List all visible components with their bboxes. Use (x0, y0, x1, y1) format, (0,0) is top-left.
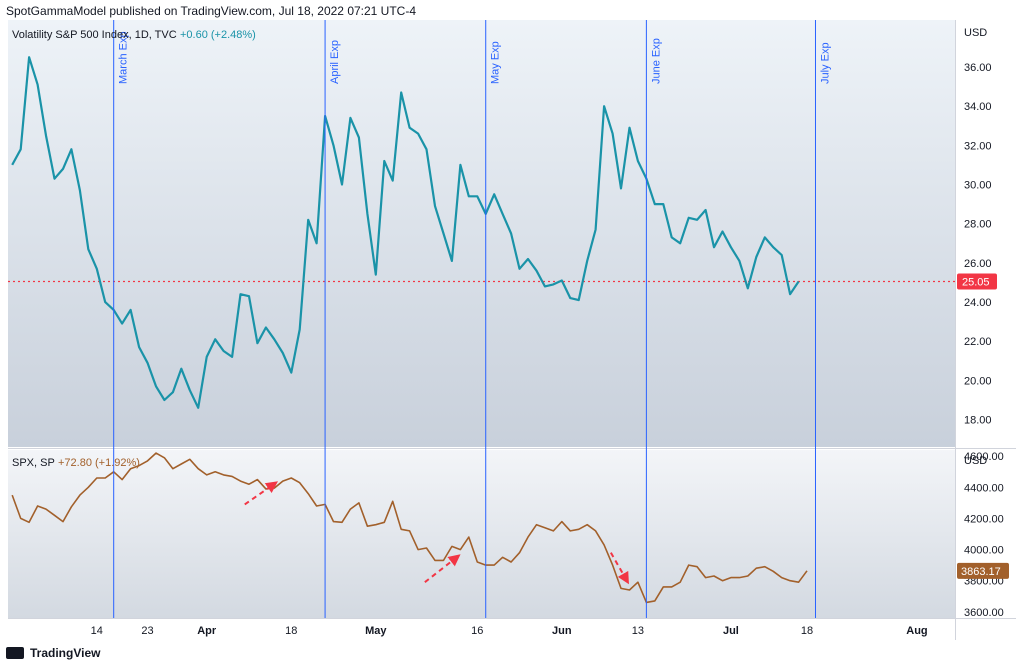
vix-y-tick-label: 32.00 (964, 140, 992, 152)
tradingview-logo-icon (6, 647, 24, 659)
expiration-label: April Exp (329, 40, 341, 84)
expiration-label: July Exp (819, 42, 831, 84)
annotation-arrow (609, 552, 629, 585)
vix-last-value-label: 25.05 (962, 276, 990, 288)
vix-currency-label: USD (964, 27, 987, 39)
x-tick-label: Aug (906, 625, 927, 637)
spx-legend-title: SPX, SP (12, 457, 55, 469)
x-tick-label: 18 (285, 625, 297, 637)
x-tick-label: Apr (197, 625, 217, 637)
annotation-arrow (244, 481, 279, 506)
x-tick-label: 14 (91, 625, 103, 637)
vix-y-tick-label: 26.00 (964, 258, 992, 270)
x-tick-label: 13 (632, 625, 644, 637)
vix-y-tick-label: 20.00 (964, 375, 992, 387)
spx-pane-background (8, 450, 955, 618)
vix-y-tick-label: 36.00 (964, 62, 992, 74)
vix-y-tick-label: 28.00 (964, 219, 992, 231)
x-tick-label: May (365, 625, 387, 637)
vix-pane-background (8, 20, 955, 447)
spx-series-line (11, 452, 808, 604)
expiration-label: March Exp (118, 31, 130, 84)
vix-y-tick-label: 34.00 (964, 101, 992, 113)
expiration-label: May Exp (490, 41, 502, 84)
x-tick-label: 18 (801, 625, 813, 637)
spx-last-value-label: 3863.17 (961, 566, 1001, 578)
x-tick-label: 23 (141, 625, 153, 637)
vix-y-tick-label: 22.00 (964, 336, 992, 348)
spx-y-tick-label: 4400.00 (964, 482, 1004, 494)
vix-last-value-badge (957, 273, 997, 290)
spx-y-tick-label: 4200.00 (964, 513, 1004, 525)
vix-y-tick-label: 18.00 (964, 415, 992, 427)
spx-y-tick-label: 4000.00 (964, 545, 1004, 557)
spx-y-tick-label: 4600.00 (964, 451, 1004, 463)
x-tick-label: Jul (723, 625, 739, 637)
publish-header: SpotGammaModel published on TradingView.… (6, 4, 417, 18)
x-tick-label: Jun (552, 625, 572, 637)
x-tick-label: 16 (471, 625, 483, 637)
footer-brand: TradingView (6, 646, 100, 660)
vix-legend-change: +0.60 (+2.48%) (180, 29, 256, 41)
spx-currency-label: USD (964, 455, 987, 467)
vix-y-tick-label: 24.00 (964, 297, 992, 309)
annotation-arrow (424, 554, 461, 584)
expiration-label: June Exp (650, 38, 662, 84)
vix-series-line (11, 56, 800, 409)
spx-last-value-badge (957, 562, 1009, 579)
spx-legend-change: +72.80 (+1.92%) (58, 457, 140, 469)
vix-y-tick-label: 30.00 (964, 180, 992, 192)
vix-legend-title: Volatility S&P 500 Index, 1D, TVC (12, 29, 177, 41)
spx-y-tick-label: 3600.00 (964, 607, 1004, 619)
footer-brand-label: TradingView (30, 646, 101, 660)
